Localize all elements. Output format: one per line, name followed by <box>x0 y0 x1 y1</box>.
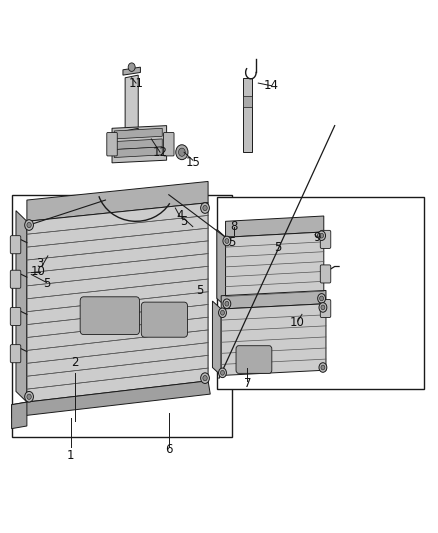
Text: 12: 12 <box>152 146 168 159</box>
FancyBboxPatch shape <box>80 297 140 335</box>
Polygon shape <box>217 229 226 306</box>
Circle shape <box>225 301 229 306</box>
Text: 9: 9 <box>314 231 321 244</box>
Circle shape <box>320 296 324 301</box>
Polygon shape <box>221 290 326 309</box>
Circle shape <box>219 368 226 377</box>
Text: 5: 5 <box>228 236 236 249</box>
FancyBboxPatch shape <box>163 133 174 156</box>
Polygon shape <box>226 232 324 306</box>
Polygon shape <box>221 304 326 375</box>
FancyBboxPatch shape <box>320 265 331 283</box>
Circle shape <box>318 231 325 240</box>
Circle shape <box>223 299 231 309</box>
FancyBboxPatch shape <box>11 308 21 326</box>
Polygon shape <box>112 126 166 163</box>
Text: 4: 4 <box>176 209 184 222</box>
FancyBboxPatch shape <box>11 270 21 288</box>
Polygon shape <box>12 402 27 429</box>
FancyBboxPatch shape <box>141 302 187 337</box>
Text: 5: 5 <box>274 241 282 254</box>
Bar <box>217 197 424 389</box>
Circle shape <box>319 303 327 312</box>
Polygon shape <box>243 78 252 152</box>
Polygon shape <box>114 128 162 139</box>
Text: 6: 6 <box>165 443 173 456</box>
Circle shape <box>320 233 324 238</box>
Polygon shape <box>16 211 27 402</box>
Text: 3: 3 <box>36 257 44 270</box>
Circle shape <box>27 394 31 399</box>
Polygon shape <box>226 216 324 237</box>
Polygon shape <box>114 147 162 158</box>
Circle shape <box>27 222 31 228</box>
Text: 5: 5 <box>43 277 50 290</box>
Polygon shape <box>243 96 252 107</box>
Text: 11: 11 <box>128 77 144 90</box>
Circle shape <box>203 375 207 381</box>
Circle shape <box>319 363 327 372</box>
Circle shape <box>321 365 325 370</box>
Text: 10: 10 <box>30 265 45 278</box>
Circle shape <box>321 305 325 310</box>
Polygon shape <box>212 301 221 375</box>
Circle shape <box>220 310 224 315</box>
Text: 1: 1 <box>67 449 74 462</box>
Circle shape <box>201 203 209 213</box>
Text: 15: 15 <box>185 156 200 169</box>
Polygon shape <box>114 139 162 150</box>
Polygon shape <box>125 75 138 131</box>
FancyBboxPatch shape <box>11 345 21 363</box>
FancyBboxPatch shape <box>320 230 331 248</box>
Text: 2: 2 <box>71 356 79 369</box>
Circle shape <box>219 308 226 318</box>
Text: 8: 8 <box>230 220 238 233</box>
FancyBboxPatch shape <box>236 346 272 373</box>
Circle shape <box>225 239 229 244</box>
Circle shape <box>318 294 325 303</box>
FancyBboxPatch shape <box>11 236 21 254</box>
Circle shape <box>179 148 185 156</box>
Bar <box>12 195 232 437</box>
Text: 5: 5 <box>196 284 203 297</box>
Polygon shape <box>125 128 138 134</box>
Circle shape <box>176 145 188 160</box>
Circle shape <box>128 63 135 71</box>
Circle shape <box>220 370 224 375</box>
FancyBboxPatch shape <box>320 300 331 318</box>
Polygon shape <box>27 203 208 402</box>
Circle shape <box>203 205 207 211</box>
Text: 7: 7 <box>244 377 251 390</box>
Text: 14: 14 <box>264 79 279 92</box>
Circle shape <box>201 373 209 383</box>
Polygon shape <box>12 381 210 418</box>
Text: 10: 10 <box>290 316 305 329</box>
Circle shape <box>223 236 231 246</box>
Text: 5: 5 <box>180 215 188 228</box>
FancyBboxPatch shape <box>107 133 117 156</box>
Polygon shape <box>27 181 208 221</box>
Polygon shape <box>123 67 141 75</box>
Circle shape <box>25 391 33 402</box>
Circle shape <box>25 220 33 230</box>
